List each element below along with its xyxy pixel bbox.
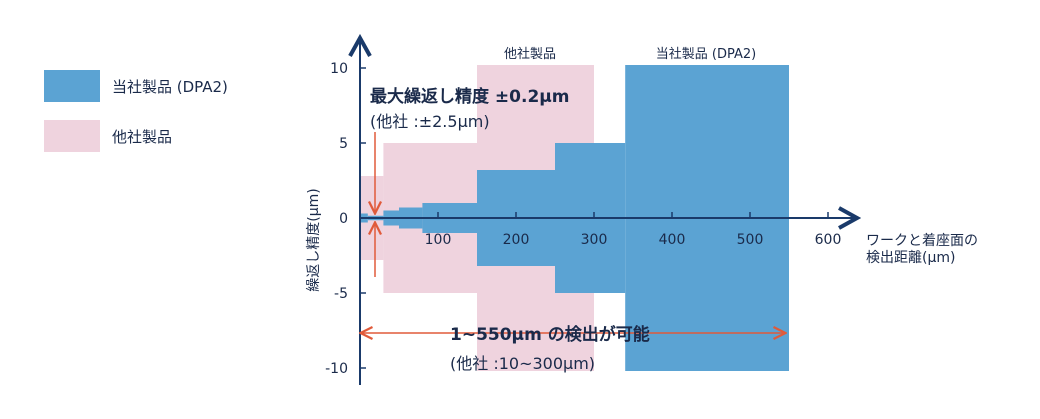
x-tick-label: 500 [737,232,764,248]
y-tick-label: 0 [339,211,348,227]
y-tick-label: 5 [339,136,348,152]
x-tick-label: 600 [815,232,842,248]
y-axis-title: 繰返し精度(μm) [306,188,322,291]
legend-item-dpa2: 当社製品 (DPA2) [44,70,228,102]
series-label-dpa2: 当社製品 (DPA2) [656,46,756,62]
annotation-range-main: 1~550μm の検出が可能 [450,324,650,345]
x-tick-label: 300 [581,232,608,248]
x-tick-label: 100 [425,232,452,248]
legend-label-dpa2: 当社製品 (DPA2) [112,77,228,96]
legend-swatch-competitor [44,120,100,152]
series-label-competitor: 他社製品 [504,46,556,62]
x-tick-label: 400 [659,232,686,248]
chart-ticks: 100 200 300 400 500 600 10 5 0 -5 -10 [325,61,841,377]
legend-item-competitor: 他社製品 [44,120,228,152]
y-tick-label: -10 [325,361,348,377]
chart-annotations [362,132,784,333]
annotation-range-sub: (他社 :10~300μm) [450,354,595,373]
y-tick-label: -5 [334,286,348,302]
legend: 当社製品 (DPA2) 他社製品 [44,70,228,170]
x-tick-label: 200 [503,232,530,248]
annotation-precision-main: 最大繰返し精度 ±0.2μm [370,86,570,107]
x-axis-title-line2: 検出距離(μm) [866,249,955,266]
legend-label-competitor: 他社製品 [112,127,173,146]
annotation-precision-sub: (他社 :±2.5μm) [370,112,490,131]
legend-swatch-dpa2 [44,70,100,102]
y-tick-label: 10 [330,61,348,77]
x-axis-title-line1: ワークと着座面の [866,233,978,249]
